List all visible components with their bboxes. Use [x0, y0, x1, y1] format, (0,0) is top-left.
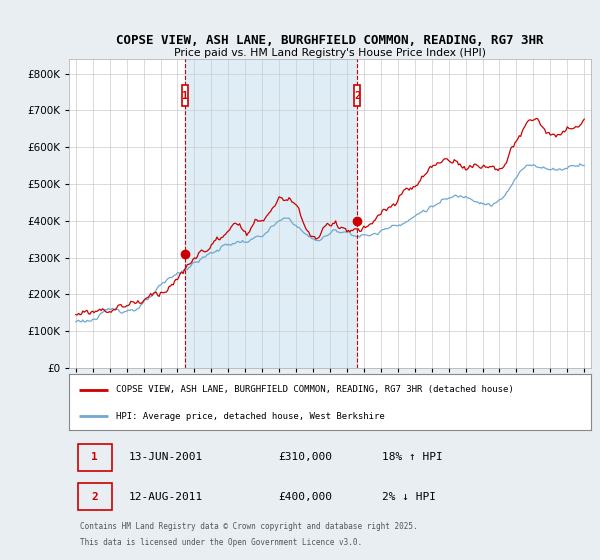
FancyBboxPatch shape: [355, 86, 361, 106]
Text: 1: 1: [182, 91, 188, 101]
Text: 13-JUN-2001: 13-JUN-2001: [129, 452, 203, 463]
Text: £310,000: £310,000: [278, 452, 332, 463]
Text: Price paid vs. HM Land Registry's House Price Index (HPI): Price paid vs. HM Land Registry's House …: [174, 48, 486, 58]
Text: Contains HM Land Registry data © Crown copyright and database right 2025.: Contains HM Land Registry data © Crown c…: [80, 522, 418, 531]
Text: This data is licensed under the Open Government Licence v3.0.: This data is licensed under the Open Gov…: [80, 538, 362, 547]
FancyBboxPatch shape: [78, 483, 112, 510]
Bar: [185, 59, 358, 368]
Text: 2: 2: [355, 91, 361, 101]
Text: 1: 1: [91, 452, 98, 463]
Text: £400,000: £400,000: [278, 492, 332, 502]
Text: HPI: Average price, detached house, West Berkshire: HPI: Average price, detached house, West…: [116, 412, 385, 421]
Text: COPSE VIEW, ASH LANE, BURGHFIELD COMMON, READING, RG7 3HR: COPSE VIEW, ASH LANE, BURGHFIELD COMMON,…: [116, 34, 544, 47]
Text: 12-AUG-2011: 12-AUG-2011: [129, 492, 203, 502]
Text: 2% ↓ HPI: 2% ↓ HPI: [382, 492, 436, 502]
FancyBboxPatch shape: [182, 86, 188, 106]
FancyBboxPatch shape: [78, 444, 112, 471]
Text: 2: 2: [91, 492, 98, 502]
Text: 18% ↑ HPI: 18% ↑ HPI: [382, 452, 443, 463]
Text: COPSE VIEW, ASH LANE, BURGHFIELD COMMON, READING, RG7 3HR (detached house): COPSE VIEW, ASH LANE, BURGHFIELD COMMON,…: [116, 385, 514, 394]
